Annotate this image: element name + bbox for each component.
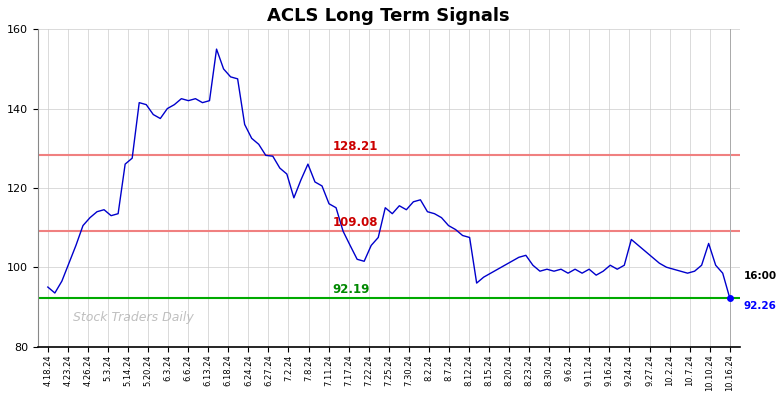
Text: 16:00: 16:00	[744, 271, 777, 281]
Text: 92.19: 92.19	[332, 283, 370, 296]
Text: 109.08: 109.08	[332, 216, 378, 229]
Text: Stock Traders Daily: Stock Traders Daily	[73, 311, 194, 324]
Text: 92.26: 92.26	[744, 301, 777, 311]
Title: ACLS Long Term Signals: ACLS Long Term Signals	[267, 7, 510, 25]
Text: 128.21: 128.21	[332, 140, 378, 153]
